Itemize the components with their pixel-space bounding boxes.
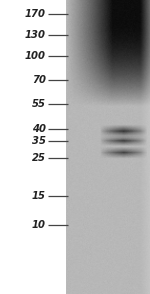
Text: 40: 40 — [32, 124, 46, 134]
Text: 170: 170 — [25, 9, 46, 19]
Text: 35: 35 — [32, 136, 46, 146]
Text: 100: 100 — [25, 51, 46, 61]
Text: 25: 25 — [32, 153, 46, 163]
Text: 70: 70 — [32, 75, 46, 85]
Text: 15: 15 — [32, 191, 46, 201]
Text: 55: 55 — [32, 99, 46, 109]
Text: 10: 10 — [32, 220, 46, 230]
Text: 130: 130 — [25, 30, 46, 40]
FancyBboxPatch shape — [0, 0, 66, 294]
